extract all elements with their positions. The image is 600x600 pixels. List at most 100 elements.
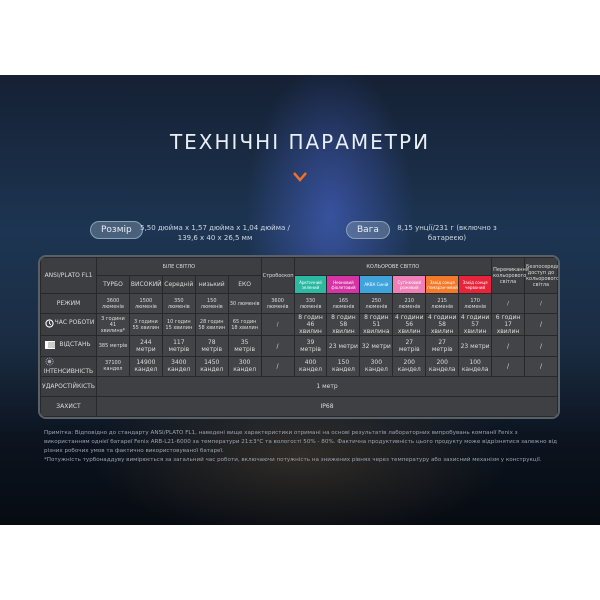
table-cell: 330 люменів [293,293,328,315]
strobe-header: Стробоскоп [260,257,295,295]
table-cell: 37100 кандел [96,355,130,377]
mode-header: Середній [161,275,196,295]
table-cell: 32 метри [359,335,394,357]
table-cell: 78 метрів [194,335,229,357]
mode-header: ТУРБО [96,275,130,295]
size-label: Розмір [90,221,143,239]
beam-icon [45,341,55,351]
table-cell: 4 години 57 хвилин [458,313,493,337]
color-header: Арктичний зелений [293,275,328,295]
mode-header: ЕКО [227,275,262,295]
spec-banner: ТЕХНІЧНІ ПАРАМЕТРИ Розмір 5,50 дюйма x 1… [0,75,600,525]
table-row: ЧАС РОБОТИ 3 години 41 хвилина* 3 години 5… [40,313,558,337]
table-cell: 215 люменів [425,293,460,315]
turbo-note-text: *Потужність турбонаддуву вимірюється за … [44,457,542,463]
page-title: ТЕХНІЧНІ ПАРАМЕТРИ [169,130,431,154]
row-label: ІНТЕНСИВНІСТЬ [40,355,97,377]
table-cell: 1500 люменів [128,293,163,315]
table-cell: 23 метри [326,335,361,357]
table-row: ІНТЕНСИВНІСТЬ 37100 кандел 14900 кандел 340… [40,355,558,377]
table-cell: 210 люменів [392,293,427,315]
color-header: Захід сонця червоний [458,275,493,295]
table-cell: 300 кандел [359,355,394,377]
table-cell: 350 люменів [161,293,196,315]
table-cell: 39 метрів [293,335,328,357]
table-cell: 170 люменів [458,293,493,315]
table-cell: / [260,355,295,377]
table-cell: 65 годин 18 хвилин [227,313,262,337]
row-label: ЧАС РОБОТИ [40,313,97,337]
row-label: УДАРОСТІЙКІСТЬ [40,375,97,397]
table-cell: 3400 кандел [161,355,196,377]
table-cell: 10 годин 15 хвилин [161,313,196,337]
chevron-down-icon [293,172,307,182]
clock-icon [45,319,54,330]
table-cell: / [260,335,295,357]
weight-value: 8,15 унції/231 г (включно з батареєю) [397,224,497,242]
table-cell: 4 години 56 хвилин [392,313,427,337]
table-cell: 150 кандел [326,355,361,377]
table-cell: 8 годин 51 хвилина [359,313,394,337]
table-row: РЕЖИМ 3600 люменів 1500 люменів 350 люменів… [40,293,558,315]
table-row: ВІДСТАНЬ 385 метрів 244 метри 117 метрів 78 … [40,335,558,357]
table-cell: 8 годин 58 хвилин [326,313,361,337]
color-header: АКВА Синій [359,275,394,295]
table-cell: 35 метрів [227,335,262,357]
color-light-header: КОЛЬОРОВЕ СВІТЛО [293,257,493,277]
table-cell: 27 метрів [425,335,460,357]
table-cell: / [491,293,525,315]
note-text: Примітка: Відповідно до стандарту ANSI/P… [44,430,558,454]
table-cell: 117 метрів [161,335,196,357]
standard-header: ANSI/PLATO FL1 [40,257,97,295]
row-label: РЕЖИМ [40,293,97,315]
table-cell: 3 години 55 хвилин [128,313,163,337]
table-cell: 100 кандела [458,355,493,377]
table-cell: 150 люменів [194,293,229,315]
table-cell: 30 люменів [227,293,262,315]
table-cell: 4 години 58 хвилин [425,313,460,337]
row-label: ВІДСТАНЬ [40,335,97,357]
table-cell: / [523,313,558,337]
table-cell: 400 кандел [293,355,328,377]
table-cell: 14900 кандел [128,355,163,377]
table-cell: / [260,313,295,337]
switch-color-header: Перемикання кольорового світла [491,257,529,295]
table-cell: 200 кандел [392,355,427,377]
direct-color-header: Безпосередній доступ до кольорового світ… [523,257,558,295]
white-light-header: БІЛЕ СВІТЛО [96,257,262,277]
table-cell: 1450 кандел [194,355,229,377]
table-cell: 250 люменів [359,293,394,315]
table-cell: 300 кандел [227,355,262,377]
color-header: Неоновий фіолетовий [326,275,361,295]
size-value: 5,50 дюйма x 1,57 дюйма x 1,04 дюйма /13… [140,224,290,242]
color-header: Сутінковий рожевий [392,275,427,295]
spec-table: ANSI/PLATO FL1 БІЛЕ СВІТЛО Стробоскоп КО… [38,255,560,419]
footnote: Примітка: Відповідно до стандарту ANSI/P… [44,429,564,465]
table-cell: 165 люменів [326,293,361,315]
table-cell: 23 метри [458,335,493,357]
table-cell: 1 метр [96,375,558,397]
table-cell: 244 метри [128,335,163,357]
table-cell: / [523,293,558,315]
color-header: Захід сонця помаранчевий [425,275,460,295]
row-label: ЗАХИСТ [40,395,97,417]
table-cell: 3600 люменів [260,293,295,315]
table-cell: 3 години 41 хвилина* [96,313,130,337]
burst-icon [45,357,54,368]
protection-row: ЗАХИСТ IP68 [40,395,558,417]
table-cell: IP68 [96,395,558,417]
table-cell: 28 годин 58 хвилин [194,313,229,337]
table-cell: 6 годин 17 хвилин [491,313,525,337]
impact-row: УДАРОСТІЙКІСТЬ 1 метр [40,375,558,397]
table-cell: 8 годин 46 хвилин [293,313,328,337]
table-cell: / [491,355,525,377]
mode-header: ВИСОКИЙ [128,275,163,295]
weight-label: Вага [346,221,390,239]
table-cell: 3600 люменів [96,293,130,315]
table-cell: / [491,335,525,357]
table-cell: 200 кандела [425,355,460,377]
mode-header: низький [194,275,229,295]
table-cell: 385 метрів [96,335,130,357]
table-cell: 27 метрів [392,335,427,357]
table-cell: / [523,355,558,377]
